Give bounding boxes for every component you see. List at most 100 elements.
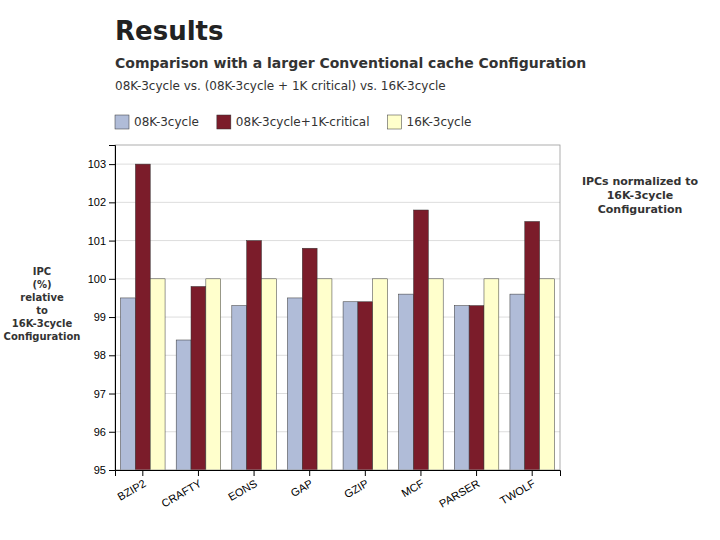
annotation: IPCs normalized to16K-3cycleConfiguratio… bbox=[582, 175, 699, 216]
tick: 97 bbox=[94, 388, 115, 400]
bar bbox=[176, 340, 191, 470]
bar bbox=[399, 294, 414, 470]
tick: GZIP bbox=[342, 470, 370, 500]
tick-mark bbox=[109, 470, 115, 471]
tick-mark bbox=[476, 470, 477, 476]
tick-mark bbox=[109, 394, 115, 395]
bar bbox=[358, 302, 373, 470]
bar bbox=[206, 279, 221, 470]
bar bbox=[469, 306, 484, 470]
bar bbox=[484, 279, 499, 470]
legend-label: 16K-3cycle bbox=[407, 115, 472, 129]
tick: 99 bbox=[94, 311, 115, 323]
tick: EONS bbox=[226, 470, 259, 503]
y-axis-label-line: (%) bbox=[32, 279, 51, 290]
legend-item: 16K-3cycle bbox=[388, 115, 472, 129]
annotation: 08K-3cycle vs. (08K-3cycle + 1K critical… bbox=[115, 79, 446, 93]
tick-label: PARSER bbox=[437, 477, 482, 510]
annotation-line: IPCs normalized to bbox=[582, 175, 699, 188]
bar bbox=[232, 306, 247, 470]
tick-mark bbox=[365, 470, 366, 476]
tick-label: 98 bbox=[94, 349, 106, 361]
y-axis-label-line: relative bbox=[20, 292, 64, 303]
chart: Results Comparison with a larger Conventi… bbox=[0, 0, 720, 540]
tick: 96 bbox=[94, 426, 115, 438]
tick-mark bbox=[309, 470, 310, 476]
legend: 08K-3cycle 08K-3cycle+1K-critical 16K-3cyc… bbox=[115, 115, 471, 129]
tick: 101 bbox=[88, 235, 115, 247]
series bbox=[150, 279, 554, 470]
tick-label: EONS bbox=[226, 477, 259, 503]
plot: 95 96 97 98 99 100 101 102 103 BZIP2 CRAFTY EONS GAP… bbox=[88, 145, 561, 540]
annotation-line: 08K-3cycle vs. (08K-3cycle + 1K critical… bbox=[115, 79, 446, 93]
tick: 100 bbox=[88, 273, 115, 285]
bars bbox=[121, 164, 555, 470]
bar bbox=[247, 241, 262, 470]
tick: 103 bbox=[88, 158, 115, 170]
legend-swatch bbox=[115, 115, 129, 129]
legend-label: 08K-3cycle+1K-critical bbox=[236, 115, 370, 129]
bar bbox=[428, 279, 443, 470]
tick: BZIP2 bbox=[115, 470, 147, 503]
bar bbox=[373, 279, 388, 470]
tick-label: 97 bbox=[94, 388, 106, 400]
tick-label: BZIP2 bbox=[115, 477, 147, 503]
tick-mark bbox=[109, 355, 115, 356]
tick: 102 bbox=[88, 196, 115, 208]
tick: TWOLF bbox=[498, 470, 538, 507]
tick-mark bbox=[109, 241, 115, 242]
bar bbox=[414, 210, 429, 470]
tick-label: 102 bbox=[88, 196, 106, 208]
tick-mark bbox=[109, 317, 115, 318]
legend-item: 08K-3cycle+1K-critical bbox=[217, 115, 370, 129]
y-axis-label-line: Configuration bbox=[4, 331, 81, 342]
bar bbox=[510, 294, 525, 470]
bar bbox=[525, 221, 540, 470]
tick-label: 99 bbox=[94, 311, 106, 323]
tick-label: 101 bbox=[88, 235, 106, 247]
bar bbox=[343, 302, 358, 470]
tick: PARSER bbox=[437, 470, 482, 510]
tick-label: 96 bbox=[94, 426, 106, 438]
tick-mark bbox=[109, 279, 115, 280]
legend-label: 08K-3cycle bbox=[134, 115, 199, 129]
y-axis-label-line: IPC bbox=[33, 266, 51, 277]
tick-mark bbox=[254, 470, 255, 476]
tick-label: MCF bbox=[399, 477, 426, 499]
tick-mark bbox=[198, 470, 199, 476]
tick-label: 95 bbox=[94, 464, 106, 476]
grid-line bbox=[115, 164, 560, 165]
series bbox=[135, 164, 539, 470]
subtitle: Comparison with a larger Conventional ca… bbox=[115, 55, 586, 71]
tick-label: 103 bbox=[88, 158, 106, 170]
annotation-line: Configuration bbox=[598, 203, 683, 216]
bar bbox=[191, 286, 206, 470]
tick: CRAFTY bbox=[159, 470, 204, 509]
tick: 95 bbox=[94, 464, 115, 476]
legend-swatch bbox=[388, 115, 402, 129]
y-axis-label-line: to bbox=[36, 305, 48, 316]
tick-label: TWOLF bbox=[498, 477, 538, 507]
tick-mark bbox=[109, 202, 115, 203]
bar bbox=[121, 298, 136, 470]
tick-label: GZIP bbox=[342, 477, 370, 500]
bar bbox=[540, 279, 555, 470]
plot-frame bbox=[115, 145, 560, 470]
tick-label: GAP bbox=[289, 477, 315, 499]
legend-swatch bbox=[217, 115, 231, 129]
legend-item: 08K-3cycle bbox=[115, 115, 199, 129]
tick: 98 bbox=[94, 349, 115, 361]
tick-label: CRAFTY bbox=[159, 477, 204, 510]
tick: MCF bbox=[399, 470, 426, 499]
tick-mark bbox=[109, 164, 115, 165]
grid-line bbox=[115, 240, 560, 241]
axis-line bbox=[109, 146, 116, 471]
bar bbox=[150, 279, 165, 470]
bar bbox=[317, 279, 332, 470]
bar bbox=[135, 164, 150, 470]
y-axis-label-line: 16K-3cycle bbox=[12, 318, 73, 329]
tick: GAP bbox=[289, 470, 315, 499]
title: Results bbox=[115, 16, 223, 46]
bar bbox=[261, 279, 276, 470]
x-axis: BZIP2 CRAFTY EONS GAP GZIP MCF PARSER TWOLF bbox=[115, 470, 560, 510]
